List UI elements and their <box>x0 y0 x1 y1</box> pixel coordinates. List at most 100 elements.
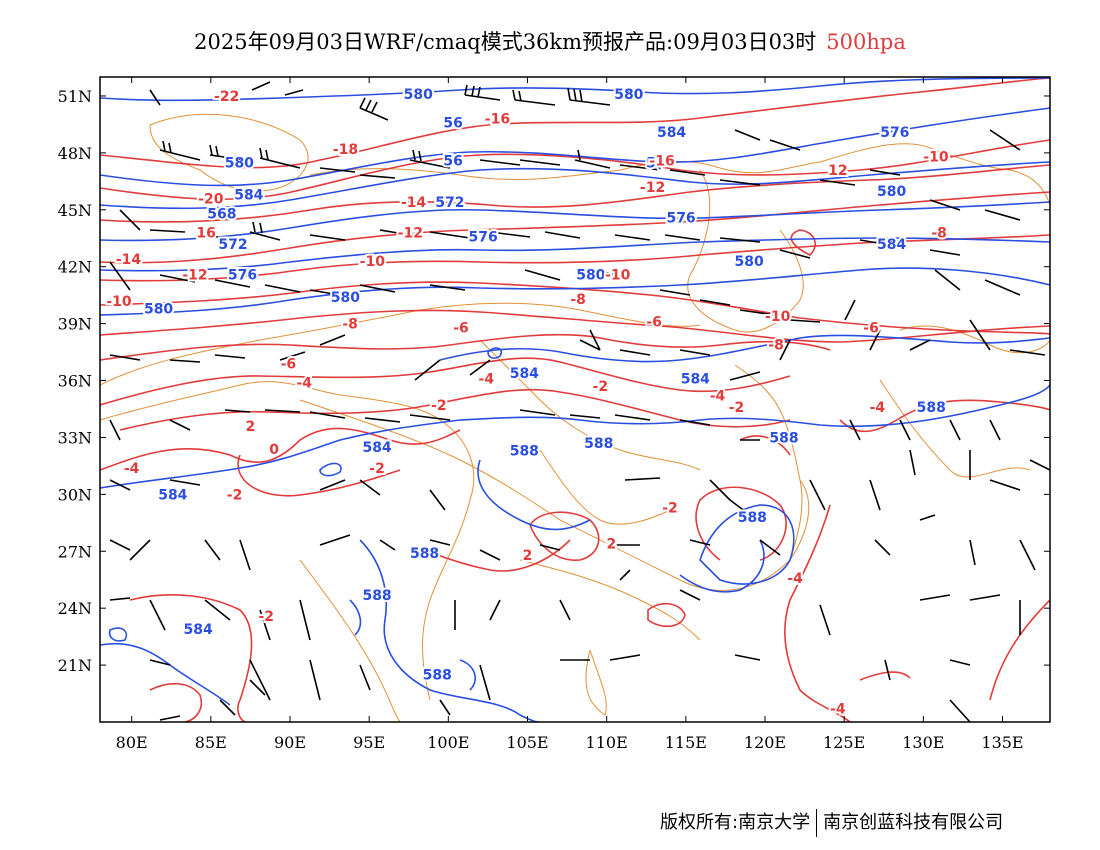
temperature-contour-label: -12 <box>640 180 665 196</box>
height-contour-label: 580 <box>225 155 254 171</box>
map-background <box>100 77 1050 722</box>
temperature-contour-label: -6 <box>863 320 879 336</box>
temperature-contour-label: -20 <box>198 191 224 207</box>
height-contour-label: 580 <box>614 87 643 103</box>
axis-ticks: 51N 48N 45N 42N 39N 36N 33N 30N 27N 24N 21N 80E 85E 9… <box>58 77 1050 752</box>
height-contour-label: 576 <box>880 125 909 141</box>
temperature-contour-label: -2 <box>258 609 274 625</box>
height-contour-label: 588 <box>510 444 539 460</box>
height-contour-label: 588 <box>769 430 798 446</box>
lat-tick-label: 39N <box>58 315 92 334</box>
height-contour-label: 56 <box>443 153 462 169</box>
height-contour-label: 588 <box>738 510 767 526</box>
height-contour-label: 580 <box>877 184 906 200</box>
height-contour-label: 580 <box>404 87 433 103</box>
temperature-contour-label: 2 <box>246 419 256 435</box>
height-contour-label: 588 <box>362 588 391 604</box>
temperature-contour-label: -16 <box>649 153 674 169</box>
height-contour-label: 576 <box>469 229 498 245</box>
height-contour-label: 588 <box>917 400 946 416</box>
height-contour-label: 576 <box>228 267 257 283</box>
temperature-contour-label: -14 <box>401 195 427 211</box>
lat-tick-label: 33N <box>58 428 92 447</box>
height-contour-label: 584 <box>657 125 686 141</box>
temperature-contour-label: -8 <box>931 226 947 242</box>
temperature-contour-label: -4 <box>479 372 495 388</box>
temperature-contour-label: -16 <box>485 112 510 128</box>
pressure-level-label: 500hpa <box>826 30 906 54</box>
copyright-owner: 版权所有:南京大学 <box>660 812 811 833</box>
height-contours <box>100 77 1050 722</box>
lon-tick-label: 100E <box>427 733 469 752</box>
height-contour-label: 588 <box>584 436 613 452</box>
height-contour-label: 5( <box>646 155 662 171</box>
lon-tick-label: 110E <box>586 733 628 752</box>
temperature-contour-label: -6 <box>646 315 662 331</box>
lon-tick-label: 80E <box>116 733 148 752</box>
temperature-contour-label: -18 <box>333 142 358 158</box>
height-contour-label: 580 <box>576 267 605 283</box>
temperature-contour-label: -10 <box>360 254 386 270</box>
map-frame <box>99 76 1051 723</box>
lon-tick-label: 130E <box>902 733 944 752</box>
temperature-contour-label: -6 <box>281 356 297 372</box>
temperature-contour-label: 0 <box>269 442 279 458</box>
temperature-contour-label: -2 <box>369 461 385 477</box>
lat-tick-label: 27N <box>58 542 92 561</box>
height-contour-label: 588 <box>410 546 439 562</box>
wind-barbs <box>109 81 1050 722</box>
height-contour-label: 584 <box>877 237 906 253</box>
lat-tick-label: 48N <box>58 144 92 163</box>
lon-tick-label: 105E <box>506 733 548 752</box>
copyright-footer: 版权所有:南京大学 南京创蓝科技有限公司 <box>660 808 1003 837</box>
footer-separator <box>816 809 818 837</box>
height-contour-label: 584 <box>510 366 539 382</box>
height-contour-label: 572 <box>218 237 247 253</box>
temperature-contour-label: -8 <box>768 337 784 353</box>
contour-labels: 580 580 56 584 576 580 56 5(584 572 580 568 576 572 5… <box>104 85 951 720</box>
temperature-contour-label: -12 <box>398 226 423 242</box>
temperature-contour-label: -8 <box>570 292 586 308</box>
temperature-contour-label: -2 <box>662 501 678 517</box>
copyright-company: 南京创蓝科技有限公司 <box>823 812 1004 833</box>
map-title: 2025年09月03日WRF/cmaq模式36km预报产品:09月03日03时 5… <box>0 26 1100 56</box>
lat-tick-label: 42N <box>58 258 92 277</box>
lon-tick-label: 90E <box>274 733 306 752</box>
temperature-contour-label: 2 <box>523 548 533 564</box>
height-contour-label: 580 <box>735 254 764 270</box>
temperature-contour-label: -2 <box>431 398 447 414</box>
lat-tick-label: 21N <box>58 656 92 675</box>
lon-tick-label: 115E <box>665 733 707 752</box>
temperature-contour-label: -10 <box>605 267 631 283</box>
temperature-contour-label: -12 <box>182 267 207 283</box>
temperature-contour-label: -6 <box>453 320 469 336</box>
temperature-contour-label: -4 <box>787 571 803 587</box>
height-contour-label: 576 <box>666 210 695 226</box>
lat-tick-label: 51N <box>58 87 92 106</box>
height-contour-label: 584 <box>681 372 710 388</box>
temperature-contour-label: -14 <box>116 252 142 268</box>
temperature-contour-label: -22 <box>214 89 239 105</box>
lat-tick-label: 24N <box>58 599 92 618</box>
lon-tick-label: 95E <box>353 733 385 752</box>
height-contour-label: 580 <box>331 290 360 306</box>
temperature-contour-label: -4 <box>710 389 726 405</box>
temperature-contour-label: -2 <box>227 487 243 503</box>
height-contour-label: 580 <box>144 301 173 317</box>
lat-tick-label: 30N <box>58 485 92 504</box>
temperature-contour-label: -8 <box>342 317 358 333</box>
temperature-contour-label: -4 <box>830 702 846 718</box>
height-contour-label: 588 <box>423 668 452 684</box>
height-contour-label: 568 <box>207 207 236 223</box>
lon-tick-label: 125E <box>823 733 865 752</box>
lat-tick-label: 36N <box>58 372 92 391</box>
temperature-contour-label: -4 <box>870 400 886 416</box>
lat-tick-label: 45N <box>58 201 92 220</box>
height-contour-label: 584 <box>234 188 263 204</box>
height-contour-label: 56 <box>443 116 462 132</box>
temperature-contour-label: 12 <box>828 163 847 179</box>
lon-tick-label: 85E <box>195 733 227 752</box>
temperature-contour-label: -10 <box>106 294 132 310</box>
height-contour-label: 584 <box>362 440 391 456</box>
title-text: 2025年09月03日WRF/cmaq模式36km预报产品:09月03日03时 <box>194 30 817 54</box>
